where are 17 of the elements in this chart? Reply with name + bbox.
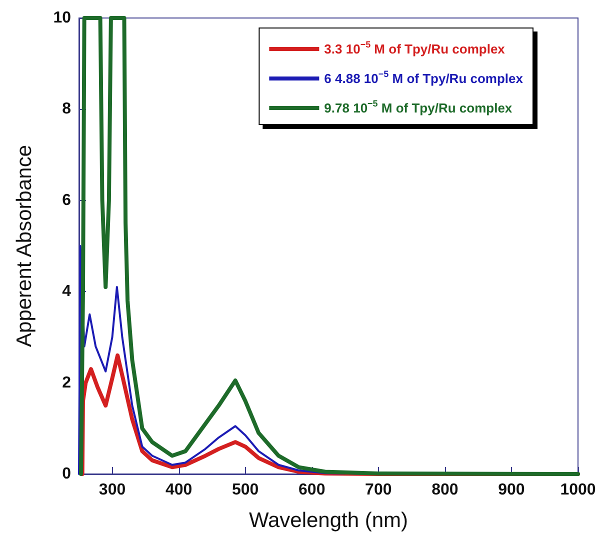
x-tick-label: 800 bbox=[432, 482, 458, 498]
x-tick-label: 500 bbox=[232, 482, 259, 498]
y-tick-label: 4 bbox=[62, 283, 72, 300]
x-tick-label: 400 bbox=[165, 482, 192, 498]
x-tick-label: 300 bbox=[98, 482, 126, 498]
y-tick-label: 8 bbox=[62, 100, 72, 118]
x-tick-label: 900 bbox=[498, 482, 525, 498]
y-tick-label: 10 bbox=[53, 10, 72, 26]
x-axis-title: Wavelength (nm) bbox=[248, 509, 408, 532]
line-series bbox=[78, 16, 580, 476]
x-tick-label: 1000 bbox=[560, 482, 596, 498]
y-tick-label: 2 bbox=[62, 374, 72, 392]
x-tick-label: 600 bbox=[298, 482, 326, 498]
y-axis-title: Apperent Absorbance bbox=[13, 145, 36, 347]
x-tick-label: 700 bbox=[365, 482, 392, 498]
y-tick-label: 6 bbox=[62, 192, 72, 209]
y-tick-label: 0 bbox=[62, 466, 72, 482]
